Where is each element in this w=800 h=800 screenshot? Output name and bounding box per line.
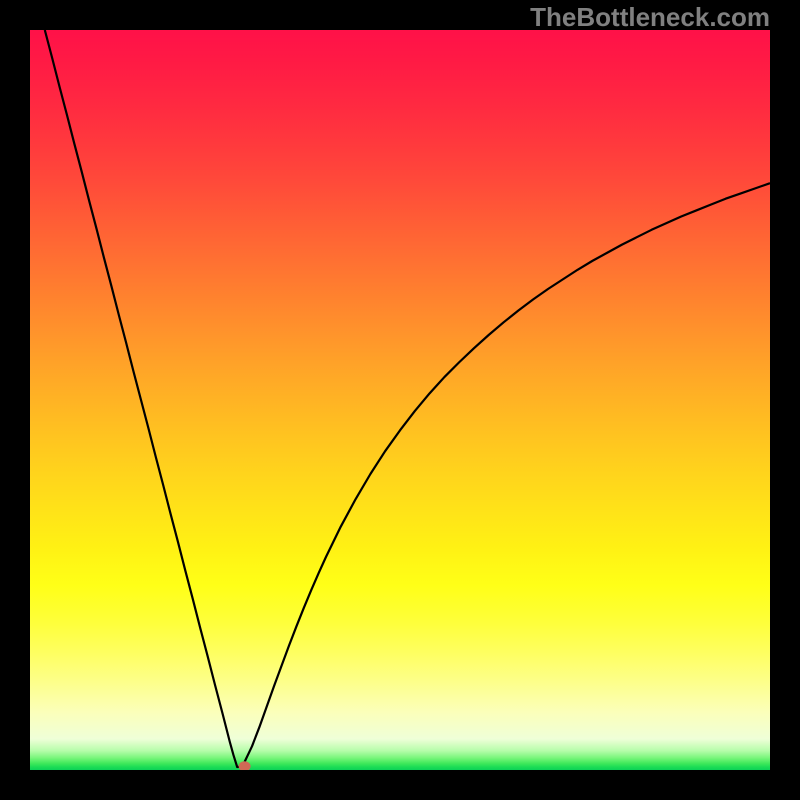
plot-area [30,30,770,770]
watermark-text: TheBottleneck.com [530,2,770,33]
chart-container: TheBottleneck.com [0,0,800,800]
